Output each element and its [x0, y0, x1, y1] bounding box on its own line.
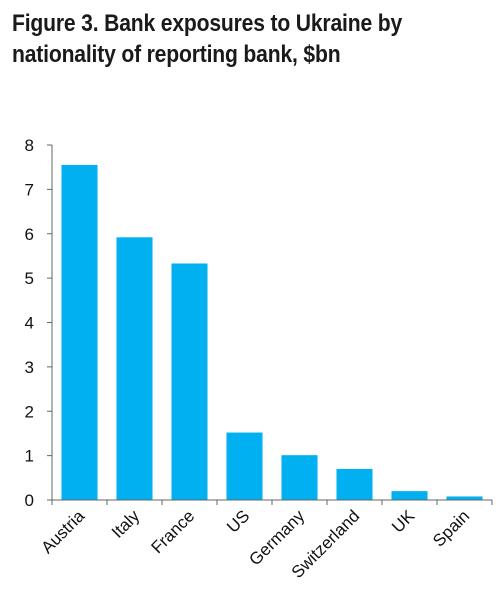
y-tick-label: 7	[25, 180, 34, 199]
bar-spain	[446, 496, 483, 500]
bar-italy	[116, 237, 153, 501]
y-tick-label: 8	[25, 136, 34, 155]
chart-title-line-2: nationality of reporting bank, $bn	[12, 41, 341, 68]
x-tick-label: Spain	[429, 506, 473, 550]
x-tick-label: US	[223, 506, 253, 536]
x-tick-label: UK	[388, 506, 419, 537]
x-tick-label: Austria	[37, 506, 88, 557]
bar-france	[171, 263, 208, 500]
y-tick-label: 4	[25, 314, 34, 333]
y-tick-label: 6	[25, 225, 34, 244]
y-tick-label: 5	[25, 269, 34, 288]
bar-switzerland	[336, 468, 373, 500]
y-tick-label: 0	[25, 491, 34, 510]
bar-uk	[391, 491, 428, 500]
bar-germany	[281, 455, 318, 500]
x-tick-label: France	[147, 506, 198, 557]
y-tick-label: 2	[25, 402, 34, 421]
x-ticks-group	[51, 500, 493, 505]
y-tick-label: 1	[25, 447, 34, 466]
y-tick-label: 3	[25, 358, 34, 377]
bars-group	[61, 164, 483, 501]
chart-title-line-1: Figure 3. Bank exposures to Ukraine by	[12, 10, 403, 37]
bar-austria	[61, 164, 98, 500]
chart-title: Figure 3. Bank exposures to Ukraine by n…	[12, 8, 434, 70]
x-tick-label: Italy	[108, 506, 144, 542]
bar-us	[226, 432, 263, 500]
y-ticks-group: 0 1 2 3 4 5 6 7 8	[25, 136, 52, 510]
